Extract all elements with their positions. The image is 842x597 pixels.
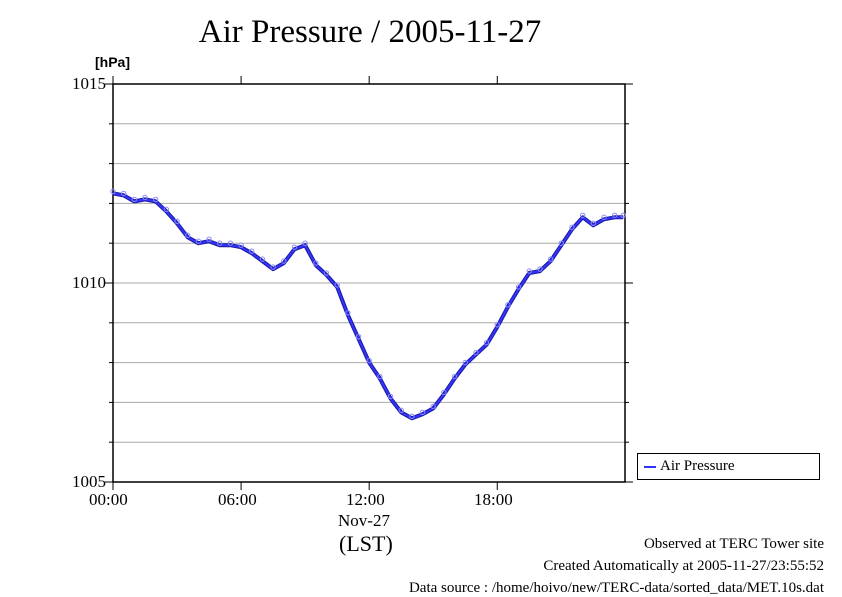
data-point-3 xyxy=(142,194,148,201)
data-point-12 xyxy=(238,242,244,248)
x-axis-timezone-label: (LST) xyxy=(339,531,393,556)
annotation-site: Observed at TERC Tower site xyxy=(643,536,824,552)
data-point-21 xyxy=(334,282,340,288)
data-point-30 xyxy=(430,403,436,410)
data-point-45 xyxy=(590,220,597,226)
data-point-33 xyxy=(462,359,468,366)
legend: Air Pressure xyxy=(637,453,820,480)
data-point-41 xyxy=(547,256,554,262)
data-point-31 xyxy=(441,389,447,396)
data-point-37 xyxy=(505,302,511,308)
x-tick-label-1800: 18:00 xyxy=(474,490,513,509)
data-point-14 xyxy=(259,256,266,262)
data-point-5 xyxy=(163,206,170,213)
data-point-13 xyxy=(249,248,255,254)
chart-title: Air Pressure / 2005-11-27 xyxy=(198,14,542,50)
data-point-34 xyxy=(473,349,479,356)
data-point-1 xyxy=(120,190,127,197)
data-point-32 xyxy=(451,373,458,380)
data-point-20 xyxy=(323,270,330,276)
annotation-source: Data source : /home/hoivo/new/TERC-data/… xyxy=(408,580,824,596)
data-point-10 xyxy=(217,240,223,246)
data-point-26 xyxy=(387,393,394,400)
data-point-2 xyxy=(131,196,138,203)
data-point-4 xyxy=(152,196,159,203)
data-point-40 xyxy=(537,266,543,272)
x-tick-label-1200: 12:00 xyxy=(346,490,385,509)
data-point-43 xyxy=(569,224,575,230)
data-point-46 xyxy=(601,214,607,221)
data-point-8 xyxy=(195,238,202,244)
data-point-16 xyxy=(281,258,287,264)
data-point-9 xyxy=(206,236,212,242)
y-axis-unit-label: [hPa] xyxy=(95,54,130,70)
legend-label-air-pressure: Air Pressure xyxy=(660,458,735,474)
data-point-39 xyxy=(526,268,532,274)
data-point-24 xyxy=(366,357,372,364)
data-point-36 xyxy=(494,322,500,328)
y-tick-label-1005: 1005 xyxy=(72,472,106,491)
x-axis-date-label: Nov-27 xyxy=(338,511,390,530)
data-point-22 xyxy=(345,310,351,316)
y-tick-label-1015: 1015 xyxy=(72,74,106,93)
data-point-35 xyxy=(483,339,490,346)
data-point-15 xyxy=(270,264,276,270)
data-point-29 xyxy=(419,409,426,416)
data-point-18 xyxy=(302,240,308,246)
data-point-48 xyxy=(620,212,626,219)
data-point-7 xyxy=(185,232,191,238)
data-point-47 xyxy=(611,212,618,219)
data-point-6 xyxy=(174,218,180,225)
data-point-44 xyxy=(579,212,586,219)
data-point-25 xyxy=(377,373,383,380)
x-tick-label-0000: 00:00 xyxy=(89,490,128,509)
data-point-23 xyxy=(355,334,362,340)
data-point-0 xyxy=(110,188,116,195)
data-point-11 xyxy=(227,240,234,246)
legend-swatch-air-pressure xyxy=(644,466,656,468)
y-tick-label-1010: 1010 xyxy=(72,273,106,292)
data-point-28 xyxy=(409,413,415,420)
series-line-air-pressure xyxy=(112,192,624,420)
data-point-42 xyxy=(558,240,565,246)
data-point-19 xyxy=(313,260,319,266)
x-tick-label-0600: 06:00 xyxy=(218,490,257,509)
data-point-17 xyxy=(291,244,298,250)
data-point-38 xyxy=(515,284,522,290)
series-line-shadow xyxy=(112,191,624,421)
annotation-created: Created Automatically at 2005-11-27/23:5… xyxy=(543,558,824,574)
data-point-27 xyxy=(398,407,404,414)
